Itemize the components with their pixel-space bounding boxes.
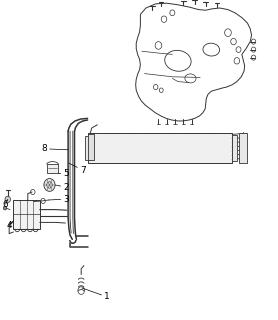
Bar (88, 133, 232, 163)
Bar (232, 135, 237, 161)
Bar (239, 133, 247, 163)
Text: 4: 4 (6, 221, 13, 230)
Bar (47, 164, 58, 173)
Text: 7: 7 (69, 163, 86, 175)
Text: 2: 2 (55, 183, 69, 192)
Text: 3: 3 (49, 195, 69, 204)
Text: 5: 5 (58, 169, 69, 178)
Text: 8: 8 (41, 144, 68, 153)
Circle shape (3, 206, 7, 210)
Text: 6: 6 (3, 199, 9, 209)
Text: 1: 1 (82, 288, 110, 301)
Circle shape (5, 196, 11, 203)
Bar (13, 200, 40, 229)
Circle shape (44, 179, 55, 191)
Bar (88, 134, 94, 160)
Bar (85, 136, 90, 160)
